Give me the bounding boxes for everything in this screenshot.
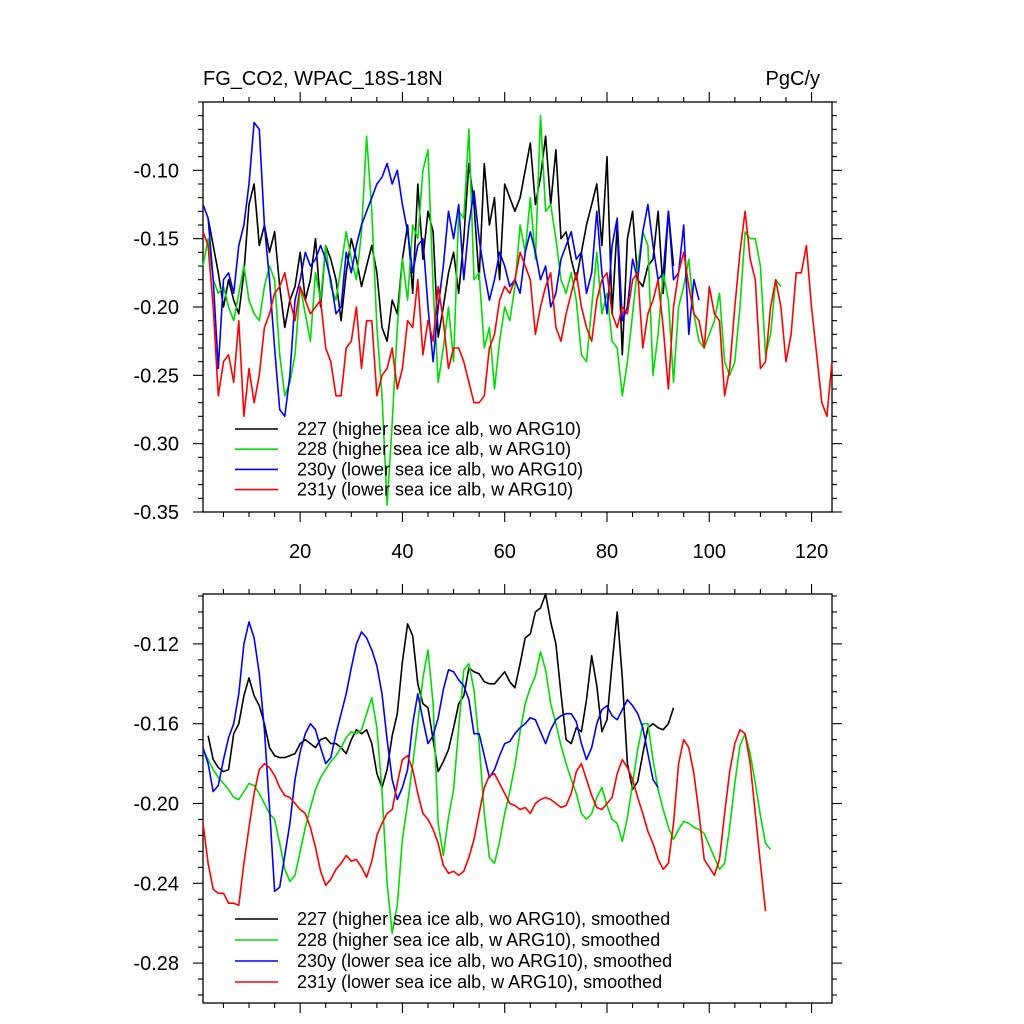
y-tick-label: -0.10 (133, 160, 179, 182)
y-tick-label: -0.28 (133, 953, 179, 975)
x-tick-label: 60 (494, 541, 516, 563)
series-line-3 (202, 728, 767, 912)
y-tick-label: -0.12 (133, 634, 179, 656)
y-tick-label: -0.20 (133, 297, 179, 319)
series-line-2 (202, 121, 700, 418)
x-tick-label: 20 (289, 541, 311, 563)
legend-label-2: 230y (lower sea ice alb, wo ARG10), smoo… (297, 951, 672, 971)
chart-title: FG_CO2, WPAC_18S-18N (203, 68, 443, 90)
legend-label-2: 230y (lower sea ice alb, wo ARG10) (297, 459, 583, 479)
x-tick-label: 40 (391, 541, 413, 563)
y-tick-label: -0.16 (133, 714, 179, 736)
legend-label-3: 231y (lower sea ice alb, w ARG10) (297, 480, 573, 500)
legend-label-1: 228 (higher sea ice alb, w ARG10) (297, 439, 571, 459)
series-line-0 (207, 593, 675, 791)
y-tick-label: -0.24 (133, 873, 179, 895)
series-line-2 (202, 621, 659, 893)
bottom-panel: -0.28 -0.24 -0.20 -0.16 -0.12 227 (higher sea… (133, 584, 842, 1013)
legend-label-3: 231y (lower sea ice alb, w ARG10), smoot… (297, 972, 662, 992)
y-tick-label: -0.30 (133, 434, 179, 456)
x-tick-label: 80 (596, 541, 618, 563)
series-line-0 (207, 135, 675, 356)
top-panel: FG_CO2, WPAC_18S-18N PgC/y 20 40 60 80 100 12… (133, 68, 842, 563)
plot-frame (202, 593, 833, 1004)
y-tick-label: -0.35 (133, 502, 179, 524)
series-line-3 (202, 210, 833, 418)
legend-label-0: 227 (higher sea ice alb, wo ARG10), smoo… (297, 909, 670, 929)
x-tick-label: 120 (795, 541, 828, 563)
y-tick-label: -0.20 (133, 793, 179, 815)
x-tick-label: 100 (693, 541, 726, 563)
y-tick-label: -0.15 (133, 229, 179, 251)
series-line-1 (202, 114, 782, 507)
legend-label-0: 227 (higher sea ice alb, wo ARG10) (297, 419, 581, 439)
chart-units: PgC/y (766, 68, 820, 90)
y-tick-label: -0.25 (133, 365, 179, 387)
series-line-1 (202, 649, 772, 935)
legend-label-1: 228 (higher sea ice alb, w ARG10), smoot… (297, 930, 660, 950)
